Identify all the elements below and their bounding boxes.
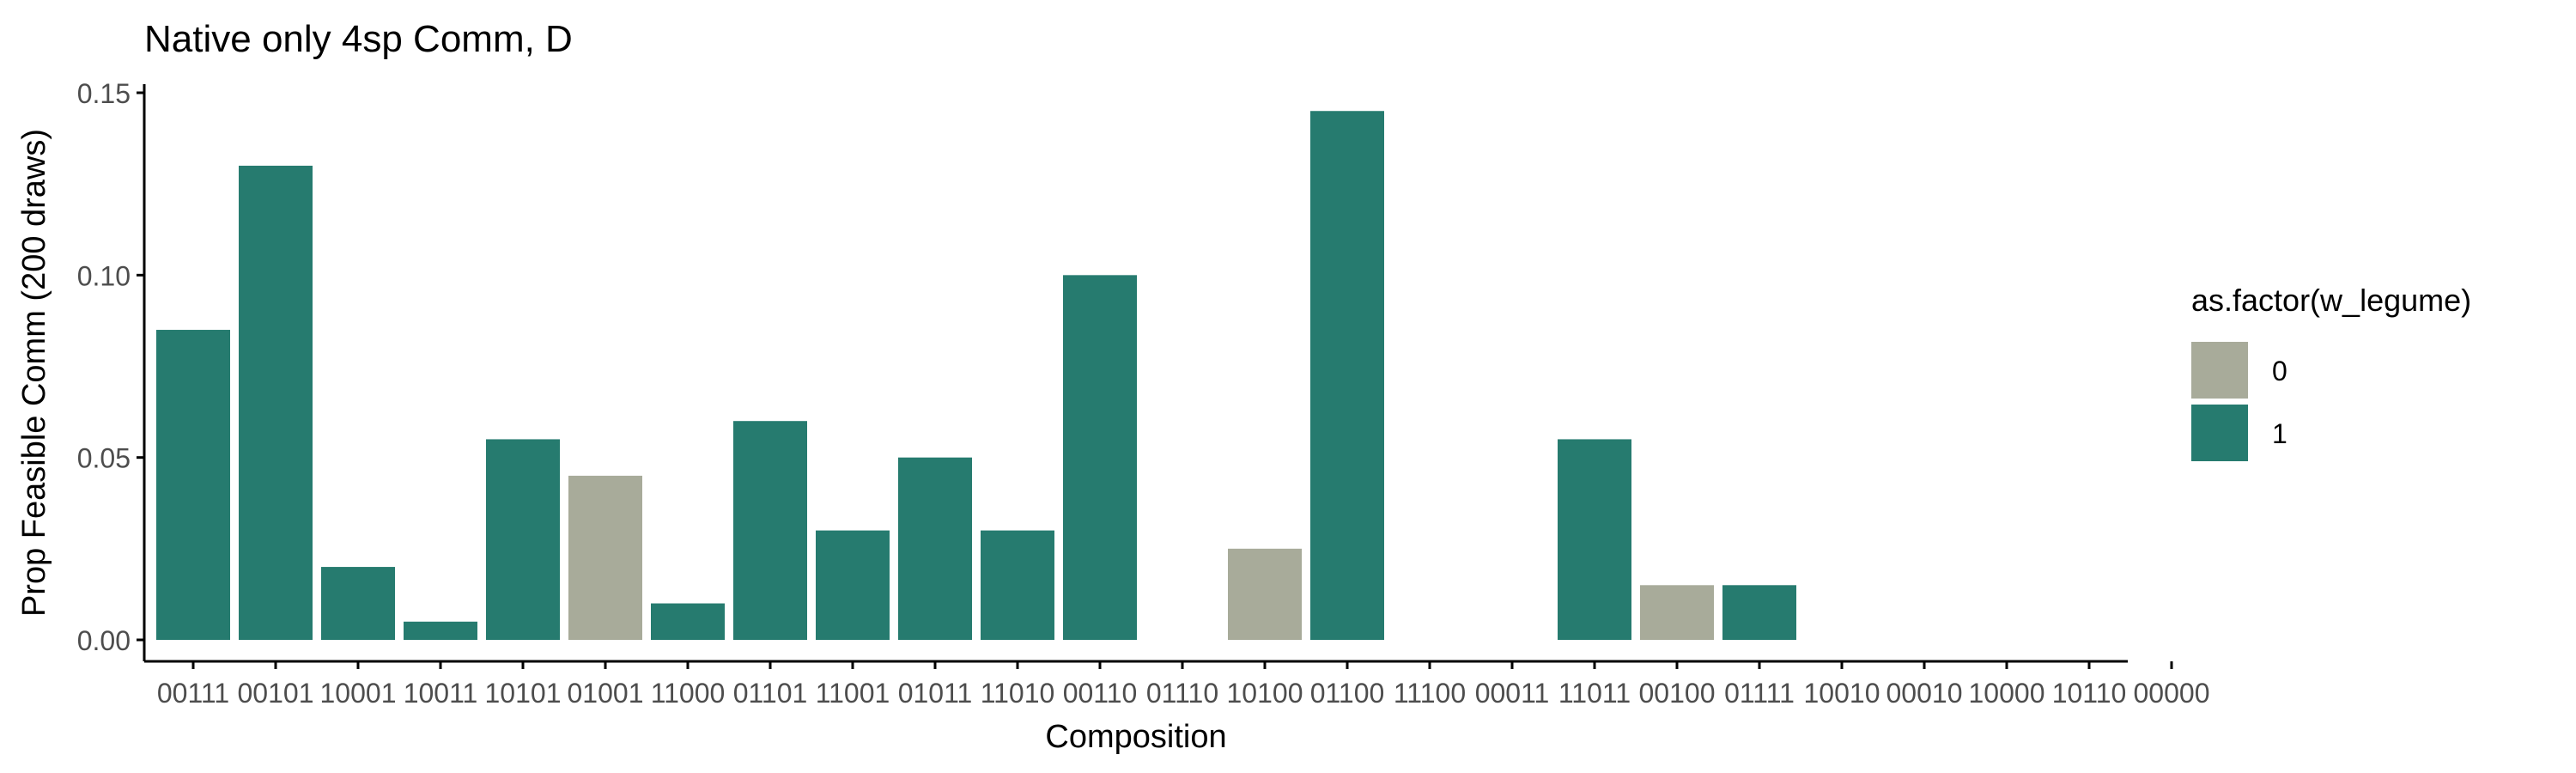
bar bbox=[156, 330, 230, 640]
legend-key bbox=[2191, 405, 2248, 461]
x-tick-label: 10001 bbox=[320, 678, 397, 709]
bar bbox=[651, 603, 725, 640]
x-tick-label: 11010 bbox=[981, 678, 1055, 709]
x-tick-label: 10000 bbox=[1969, 678, 2045, 709]
x-tick-label: 00000 bbox=[2134, 678, 2210, 709]
x-tick-label: 10100 bbox=[1227, 678, 1303, 709]
x-tick-label: 10011 bbox=[404, 678, 478, 709]
bar bbox=[404, 621, 477, 640]
legend-label: 1 bbox=[2272, 418, 2287, 449]
x-tick-label: 11000 bbox=[651, 678, 726, 709]
x-tick-label: 01101 bbox=[733, 678, 808, 709]
legend: as.factor(w_legume) 0 1 bbox=[2191, 283, 2471, 461]
x-axis-title: Composition bbox=[1045, 719, 1226, 755]
legend-label: 0 bbox=[2272, 356, 2287, 386]
x-tick-label: 11011 bbox=[1558, 678, 1631, 709]
bar bbox=[1722, 585, 1796, 640]
bar bbox=[981, 530, 1054, 640]
x-tick-label: 01111 bbox=[1724, 678, 1795, 709]
x-tick-label: 11100 bbox=[1394, 678, 1466, 709]
bar bbox=[239, 165, 313, 640]
x-tick-label: 00110 bbox=[1063, 678, 1138, 709]
x-tick-label: 10010 bbox=[1804, 678, 1880, 709]
x-tick-label: 01011 bbox=[898, 678, 973, 709]
y-tick-label: 0.15 bbox=[77, 78, 131, 109]
bar bbox=[1310, 111, 1384, 640]
x-tick-label: 00111 bbox=[157, 678, 229, 709]
bar bbox=[1558, 439, 1631, 640]
y-axis-title: Prop Feasible Comm (200 draws) bbox=[16, 129, 52, 617]
x-tick-label: 00010 bbox=[1886, 678, 1963, 709]
x-tick-label: 00100 bbox=[1639, 678, 1716, 709]
bar bbox=[1640, 585, 1714, 640]
bar bbox=[1228, 548, 1302, 640]
bar bbox=[486, 439, 560, 640]
bar bbox=[568, 475, 642, 640]
bar bbox=[1063, 275, 1137, 640]
x-tick-label: 11001 bbox=[816, 678, 890, 709]
bar bbox=[321, 567, 395, 640]
legend-key bbox=[2191, 342, 2248, 399]
x-tick-label: 00101 bbox=[238, 678, 314, 709]
legend-title: as.factor(w_legume) bbox=[2191, 283, 2471, 318]
bar bbox=[733, 421, 807, 640]
x-tick-label: 10101 bbox=[485, 678, 562, 709]
y-tick-label: 0.10 bbox=[77, 260, 131, 291]
bar bbox=[898, 457, 972, 640]
x-tick-label: 01100 bbox=[1310, 678, 1385, 709]
y-tick-label: 0.00 bbox=[77, 625, 131, 656]
x-tick-label: 01110 bbox=[1146, 678, 1218, 709]
x-tick-label: 00011 bbox=[1475, 678, 1550, 709]
x-tick-label: 01001 bbox=[568, 678, 644, 709]
y-tick-label: 0.05 bbox=[77, 443, 131, 474]
bar bbox=[816, 530, 890, 640]
chart-title: Native only 4sp Comm, D bbox=[144, 18, 573, 60]
x-tick-label: 10110 bbox=[2052, 678, 2127, 709]
